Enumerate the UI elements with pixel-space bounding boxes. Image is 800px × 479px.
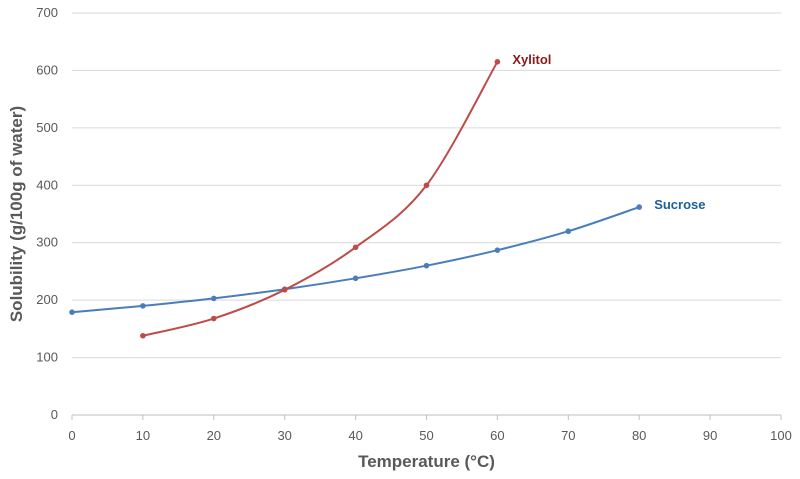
y-tick-label: 500 [36,120,58,135]
x-axis-title: Temperature (°C) [358,452,495,471]
y-tick-labels: 0 100 200 300 400 500 600 700 [36,5,58,422]
y-tick-label: 100 [36,350,58,365]
series-line-xylitol [142,61,499,337]
data-point-xylitol [423,182,430,189]
data-point-xylitol [281,287,288,293]
data-point-sucrose [565,228,572,235]
x-tick-label: 70 [561,428,575,443]
data-point-sucrose [352,275,359,282]
data-point-xylitol [140,332,146,339]
axes [71,414,782,420]
y-axis-title: Solubility (g/100g of water) [7,106,26,322]
x-tick-label: 0 [68,428,75,443]
series-group: Sucrose Xylitol [69,52,706,339]
y-tick-label: 0 [51,407,58,422]
data-point-sucrose [494,247,501,253]
x-tick-label: 100 [770,428,792,443]
x-tick-label: 20 [207,428,221,443]
data-point-sucrose [423,262,430,269]
data-point-xylitol [494,59,501,65]
data-point-xylitol [211,315,217,322]
x-tick-labels: 0 10 20 30 40 50 60 70 80 90 100 [68,428,791,443]
series-label-sucrose: Sucrose [654,197,705,212]
y-tick-label: 700 [36,5,58,20]
x-tick-label: 80 [632,428,646,443]
y-tick-label: 200 [36,292,58,307]
data-point-sucrose [636,204,642,210]
y-tick-label: 400 [36,177,58,192]
data-point-xylitol [352,244,359,251]
series-line-sucrose [71,206,640,314]
x-tick-label: 10 [136,428,150,443]
x-tick-label: 50 [419,428,433,443]
y-tick-label: 600 [36,62,58,77]
x-tick-label: 40 [348,428,362,443]
data-point-sucrose [211,295,217,302]
data-point-sucrose [69,309,75,316]
series-label-xylitol: Xylitol [512,52,551,67]
x-tick-label: 30 [277,428,291,443]
data-point-sucrose [140,303,146,309]
x-tick-label: 90 [703,428,717,443]
y-tick-label: 300 [36,235,58,250]
x-tick-label: 60 [490,428,504,443]
